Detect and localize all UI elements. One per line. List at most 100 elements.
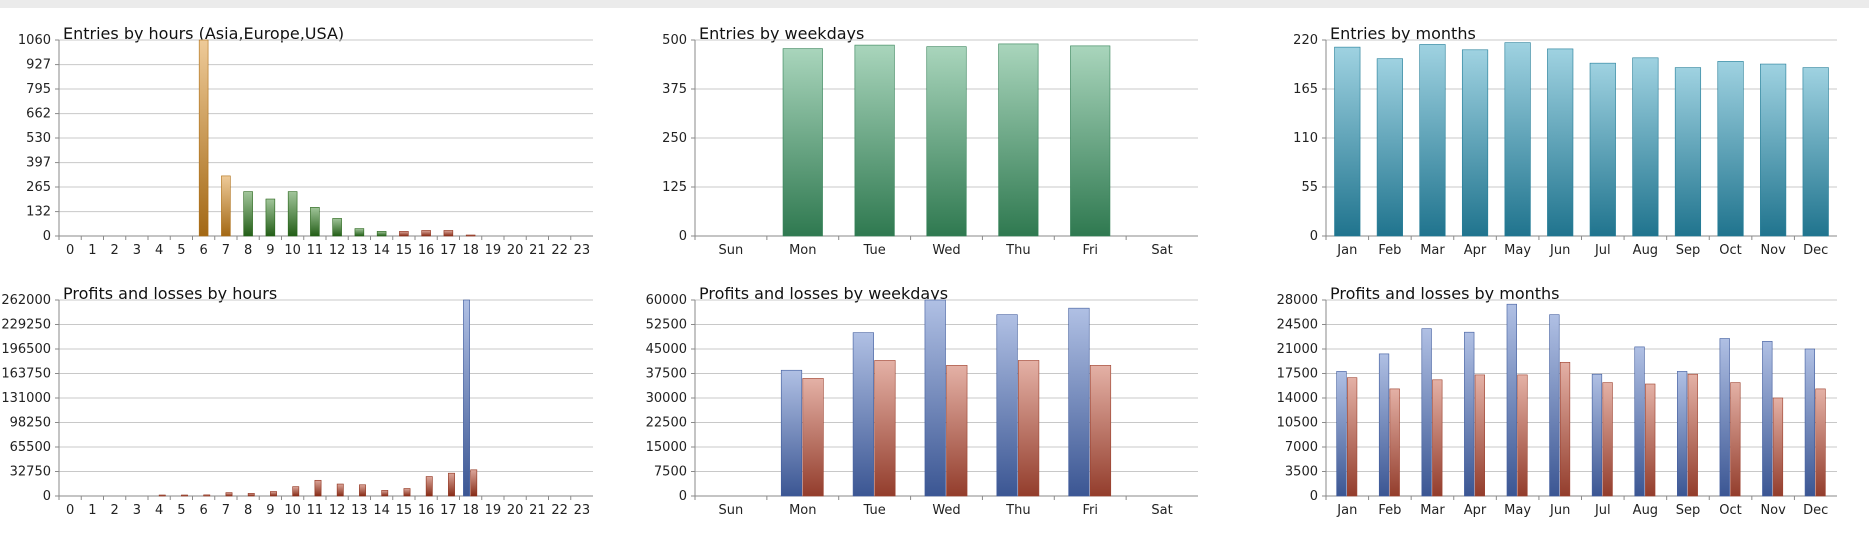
y-tick-label: 265 xyxy=(26,180,51,195)
bar xyxy=(359,484,366,497)
x-tick-label: Oct xyxy=(1719,503,1741,518)
bar xyxy=(854,44,895,237)
bar xyxy=(203,494,211,497)
bar xyxy=(1018,360,1040,497)
bar xyxy=(1419,44,1446,237)
bar xyxy=(1804,348,1816,497)
chart-title: Entries by hours (Asia,Europe,USA) xyxy=(63,24,344,43)
y-tick-label: 28000 xyxy=(1277,293,1318,308)
x-tick-label: 17 xyxy=(440,503,457,518)
bar xyxy=(1070,45,1111,237)
chart-6: Profits and losses by months 0 3500 7000 105… xyxy=(1277,284,1837,518)
x-tick-label: 3 xyxy=(133,243,141,258)
y-tick-label: 0 xyxy=(43,229,51,244)
bar xyxy=(1334,46,1361,237)
y-tick-label: 163750 xyxy=(1,367,51,382)
bar xyxy=(465,234,476,237)
bar xyxy=(1687,373,1698,497)
bar xyxy=(399,231,409,237)
x-tick-label: 12 xyxy=(329,503,346,518)
x-tick-label: Sat xyxy=(1151,243,1172,258)
x-tick-label: Feb xyxy=(1378,243,1401,258)
x-tick-label: 2 xyxy=(110,243,118,258)
bar xyxy=(1432,379,1443,497)
y-tick-label: 220 xyxy=(1293,33,1318,48)
bar xyxy=(1717,61,1744,237)
y-tick-label: 196500 xyxy=(1,342,51,357)
charts-canvas: Entries by hours (Asia,Europe,USA)013226… xyxy=(1,24,1837,518)
x-tick-label: 19 xyxy=(485,243,502,258)
x-tick-label: 13 xyxy=(351,503,368,518)
x-tick-label: 0 xyxy=(66,503,74,518)
x-tick-label: Wed xyxy=(932,243,960,258)
x-tick-label: Apr xyxy=(1464,243,1487,258)
bar xyxy=(924,299,946,497)
x-tick-label: Jan xyxy=(1336,243,1357,258)
x-tick-label: Nov xyxy=(1760,503,1786,518)
y-tick-label: 500 xyxy=(662,33,687,48)
x-tick-label: 7 xyxy=(222,243,230,258)
bar xyxy=(425,476,433,497)
x-tick-label: 6 xyxy=(199,503,207,518)
bar xyxy=(1549,314,1560,497)
chart-4: Profits and losses by hours0327506550098… xyxy=(1,284,593,518)
x-tick-label: 0 xyxy=(66,243,74,258)
x-tick-label: Dec xyxy=(1803,503,1828,518)
y-tick-label: 250 xyxy=(662,131,687,146)
x-tick-label: 21 xyxy=(529,503,546,518)
x-tick-label: 1 xyxy=(88,243,96,258)
y-tick-label: 229250 xyxy=(1,318,51,333)
bar xyxy=(1517,374,1528,497)
bar xyxy=(1645,383,1656,497)
bar xyxy=(443,230,454,237)
bar xyxy=(381,490,389,497)
x-tick-label: 10 xyxy=(284,503,301,518)
bar xyxy=(1336,371,1347,497)
y-tick-label: 1060 xyxy=(18,33,51,48)
x-tick-label: 18 xyxy=(462,503,479,518)
y-tick-label: 0 xyxy=(679,489,687,504)
y-tick-label: 10500 xyxy=(1277,416,1318,431)
x-tick-label: 8 xyxy=(244,503,252,518)
y-tick-label: 14000 xyxy=(1277,391,1318,406)
x-tick-label: 22 xyxy=(551,503,568,518)
chart-5: Profits and losses by weekdays 0 7500 15000… xyxy=(646,284,1198,518)
y-tick-label: 24500 xyxy=(1277,318,1318,333)
x-tick-label: Tue xyxy=(863,503,886,518)
bar xyxy=(1504,42,1531,237)
x-tick-label: Aug xyxy=(1633,243,1658,258)
bar xyxy=(802,378,824,497)
x-tick-label: 18 xyxy=(462,243,479,258)
x-tick-label: 12 xyxy=(329,243,346,258)
bar xyxy=(221,175,231,237)
x-tick-label: 16 xyxy=(418,503,435,518)
chart-1: Entries by hours (Asia,Europe,USA)013226… xyxy=(18,24,593,258)
x-tick-label: 23 xyxy=(574,243,591,258)
x-tick-label: Fri xyxy=(1082,503,1098,518)
x-tick-label: Jul xyxy=(1594,243,1611,258)
y-tick-label: 21000 xyxy=(1277,342,1318,357)
y-tick-label: 22500 xyxy=(646,416,687,431)
y-tick-label: 17500 xyxy=(1277,367,1318,382)
x-tick-label: Mon xyxy=(789,503,816,518)
x-tick-label: Mar xyxy=(1420,243,1445,258)
chart-3: Entries by months 0 55 110 165 220 Jan Feb Mar Ap… xyxy=(1293,24,1837,258)
bar xyxy=(243,191,253,237)
bar xyxy=(1602,382,1613,497)
bar xyxy=(247,493,255,497)
chart-2: Entries by weekdays 0 125 250 375 500 Sun Mon Tu… xyxy=(662,24,1198,258)
bar xyxy=(287,191,298,237)
bar xyxy=(448,472,455,497)
x-tick-label: 23 xyxy=(574,503,591,518)
x-tick-label: May xyxy=(1504,503,1531,518)
bar xyxy=(1772,397,1784,497)
y-tick-label: 65500 xyxy=(10,440,51,455)
x-tick-label: Sun xyxy=(719,243,744,258)
x-tick-label: 5 xyxy=(177,243,185,258)
x-tick-label: 5 xyxy=(177,503,185,518)
bar xyxy=(926,46,967,237)
bar xyxy=(292,486,300,497)
bar xyxy=(1802,67,1829,237)
x-tick-label: Jan xyxy=(1336,503,1357,518)
x-tick-label: 16 xyxy=(418,243,435,258)
